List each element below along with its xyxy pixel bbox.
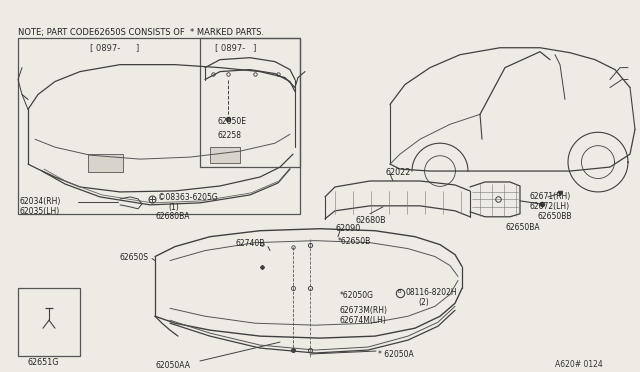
Bar [210, 147, 240, 163]
Text: (2): (2) [418, 298, 429, 307]
Bar [88, 154, 123, 172]
Text: [ 0897-   ]: [ 0897- ] [215, 43, 257, 52]
Text: NOTE; PART CODE62650S CONSISTS OF  * MARKED PARTS.: NOTE; PART CODE62650S CONSISTS OF * MARK… [18, 28, 264, 37]
Text: * 62050A: * 62050A [378, 350, 413, 359]
Text: 62050E: 62050E [218, 117, 247, 126]
Text: 62258: 62258 [218, 131, 242, 140]
Text: 62034(RH): 62034(RH) [20, 197, 61, 206]
Text: (1): (1) [168, 203, 179, 212]
Text: 62674M(LH): 62674M(LH) [340, 316, 387, 325]
Bar [18, 288, 80, 356]
Text: 62680B: 62680B [355, 216, 386, 225]
Text: 62673M(RH): 62673M(RH) [340, 306, 388, 315]
Text: 62090: 62090 [335, 224, 360, 233]
Text: 62650S: 62650S [120, 253, 149, 262]
Text: 62050AA: 62050AA [155, 361, 190, 370]
Text: 62650BB: 62650BB [538, 212, 573, 221]
Text: 62650BA: 62650BA [505, 223, 540, 232]
Text: 62672(LH): 62672(LH) [530, 202, 570, 211]
Text: [ 0897-      ]: [ 0897- ] [90, 43, 140, 52]
Text: 62035(LH): 62035(LH) [20, 207, 60, 216]
Text: *62650B: *62650B [338, 237, 371, 246]
Text: 62651G: 62651G [28, 358, 60, 367]
Text: 62671(RH): 62671(RH) [530, 192, 572, 201]
Bar [18, 38, 300, 214]
Text: 62022: 62022 [385, 168, 410, 177]
Text: *62050G: *62050G [340, 291, 374, 300]
Bar [200, 38, 300, 167]
Text: 08116-8202H: 08116-8202H [405, 288, 456, 297]
Text: 62680BA: 62680BA [155, 212, 189, 221]
Text: A620# 0124: A620# 0124 [555, 360, 603, 369]
Text: ©08363-6205G: ©08363-6205G [158, 193, 218, 202]
Text: B: B [397, 289, 401, 294]
Text: 62740B: 62740B [235, 239, 264, 248]
